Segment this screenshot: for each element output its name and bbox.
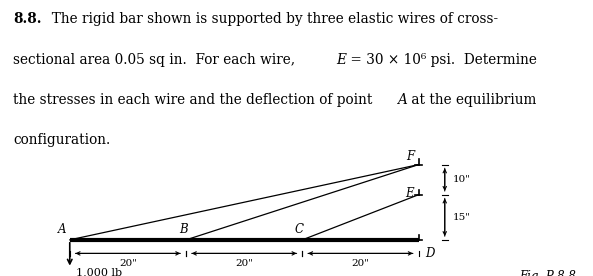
- Text: sectional area 0.05 sq in.  For each wire,: sectional area 0.05 sq in. For each wire…: [13, 52, 299, 67]
- Text: B: B: [179, 223, 187, 236]
- Text: 15": 15": [452, 213, 470, 222]
- Text: 20": 20": [119, 259, 137, 268]
- Text: E: E: [405, 187, 414, 200]
- Text: C: C: [295, 223, 304, 236]
- Text: 20": 20": [352, 259, 369, 268]
- Text: at the equilibrium: at the equilibrium: [407, 93, 537, 107]
- Text: A: A: [397, 93, 407, 107]
- Text: 8.8.: 8.8.: [13, 12, 42, 26]
- Text: The rigid bar shown is supported by three elastic wires of cross-: The rigid bar shown is supported by thre…: [43, 12, 498, 26]
- Text: F: F: [406, 150, 414, 163]
- Text: 1,000 lb: 1,000 lb: [75, 267, 122, 276]
- Text: 20": 20": [235, 259, 253, 268]
- Text: A: A: [58, 223, 67, 236]
- Text: = 30 × 10⁶ psi.  Determine: = 30 × 10⁶ psi. Determine: [346, 52, 537, 67]
- Text: E: E: [336, 52, 346, 67]
- Text: Fig. P-8.8: Fig. P-8.8: [519, 270, 576, 276]
- Text: the stresses in each wire and the deflection of point: the stresses in each wire and the deflec…: [13, 93, 377, 107]
- Text: 10": 10": [452, 175, 470, 184]
- Text: configuration.: configuration.: [13, 133, 110, 147]
- Text: D: D: [426, 247, 435, 260]
